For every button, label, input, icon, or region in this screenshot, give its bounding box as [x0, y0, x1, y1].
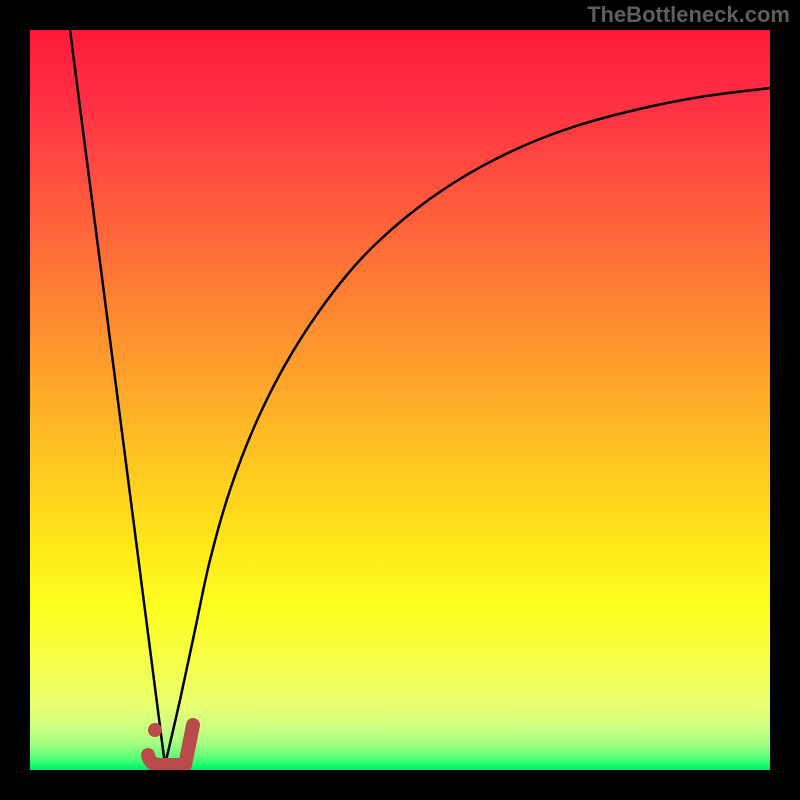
plot-area: [30, 30, 770, 770]
bottleneck-curve: [70, 30, 770, 765]
chart-container: TheBottleneck.com: [0, 0, 800, 800]
curve-layer: [30, 30, 770, 770]
optimal-marker-dot: [148, 723, 162, 737]
watermark-text: TheBottleneck.com: [587, 2, 790, 28]
